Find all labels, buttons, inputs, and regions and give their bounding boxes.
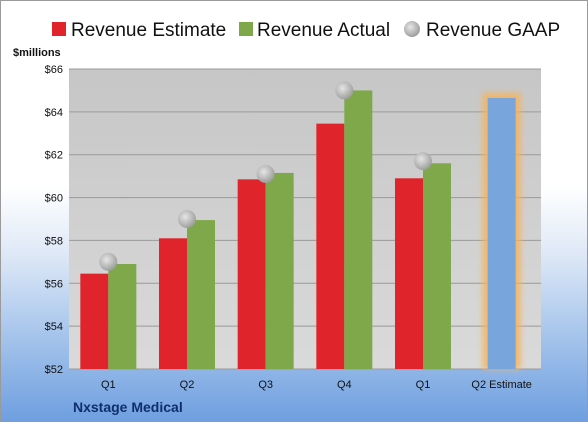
marker-revenue-gaap	[178, 210, 196, 228]
y-tick-label: $56	[45, 278, 63, 290]
bar-revenue-estimate	[395, 178, 423, 369]
x-tick-label: Q4	[337, 379, 352, 391]
legend-swatch-actual	[239, 22, 253, 36]
bar-revenue-estimate	[316, 123, 345, 370]
y-tick-label: $58	[45, 235, 63, 247]
company-name: Nxstage Medical	[73, 399, 183, 415]
x-tick-label: Q2	[180, 379, 195, 391]
legend-swatch-gaap	[404, 21, 420, 37]
x-tick-label: Q2 Estimate	[471, 379, 532, 391]
y-tick-label: $52	[45, 364, 63, 376]
y-tick-label: $64	[45, 107, 63, 119]
bar-revenue-actual	[108, 264, 137, 369]
marker-revenue-gaap	[99, 252, 118, 271]
y-tick-label: $54	[45, 321, 63, 333]
bar-revenue-estimate	[159, 238, 187, 369]
bar-revenue-actual	[187, 220, 215, 369]
x-tick-label: Q1	[416, 379, 431, 391]
x-tick-label: Q3	[258, 379, 273, 391]
x-axis-ticks: Q1 Q2 Q3 Q4 Q1 Q2 Estimate	[101, 379, 532, 391]
bar-revenue-actual	[344, 90, 373, 369]
gaap-markers	[99, 81, 432, 271]
legend-label-estimate: Revenue Estimate	[71, 20, 226, 41]
marker-revenue-gaap	[256, 165, 275, 183]
bars	[80, 90, 521, 370]
plot-area	[69, 69, 541, 369]
y-tick-label: $62	[45, 150, 63, 162]
legend: Revenue Estimate Revenue Actual Revenue …	[52, 20, 560, 41]
y-axis-unit-label: $millions	[13, 47, 61, 59]
y-tick-label: $66	[45, 64, 63, 76]
bar-revenue-estimate	[80, 273, 109, 369]
legend-label-gaap: Revenue GAAP	[426, 20, 560, 41]
legend-label-actual: Revenue Actual	[257, 20, 390, 41]
y-tick-label: $60	[45, 193, 63, 205]
marker-revenue-gaap	[414, 152, 432, 171]
bar-revenue-estimate	[237, 179, 266, 369]
x-tick-label: Q1	[101, 379, 116, 391]
marker-revenue-gaap	[335, 81, 354, 100]
gridlines	[69, 68, 541, 370]
y-axis-ticks: $52 $54 $56 $58 $60 $62 $64 $66	[45, 64, 63, 376]
legend-swatch-estimate	[52, 22, 66, 36]
bar-revenue-actual	[265, 172, 294, 369]
bar-revenue-actual	[423, 163, 451, 369]
bar-revenue-projection	[487, 97, 516, 369]
